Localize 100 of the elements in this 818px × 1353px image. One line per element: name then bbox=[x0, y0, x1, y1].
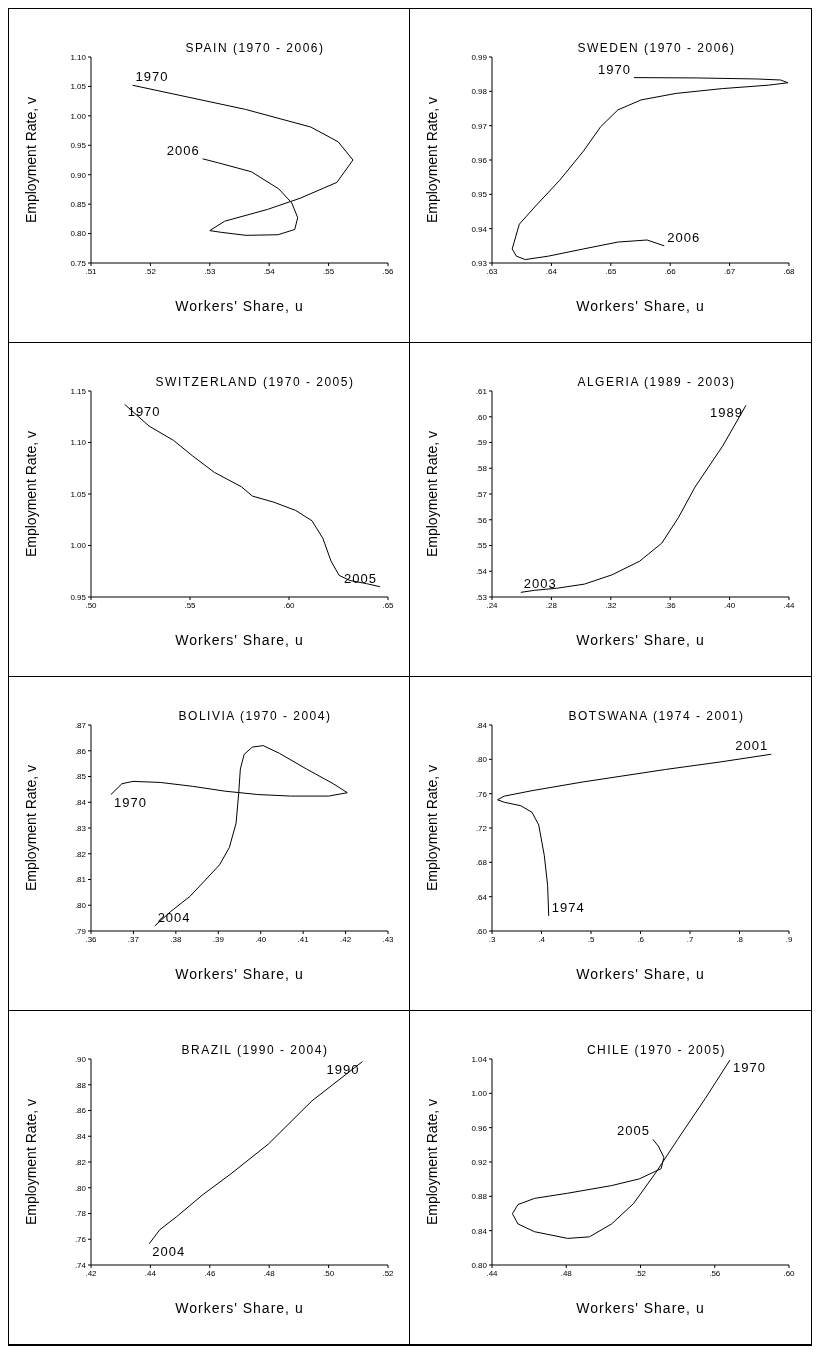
y-tick-label: .60 bbox=[475, 926, 488, 936]
y-axis-title: Employment Rate, v bbox=[423, 430, 440, 558]
x-tick-label: .38 bbox=[170, 934, 182, 944]
chart-title: SWITZERLAND (1970 - 2005) bbox=[154, 375, 356, 389]
y-tick-label: .84 bbox=[475, 720, 488, 730]
y-tick-label: 1.00 bbox=[471, 1089, 488, 1099]
y-tick-label: 0.99 bbox=[471, 52, 488, 62]
y-tick-label: 1.15 bbox=[70, 386, 87, 396]
y-axis-title: Employment Rate, v bbox=[22, 1098, 39, 1226]
x-tick-label: .32 bbox=[605, 600, 617, 610]
x-tick-label: .41 bbox=[297, 934, 310, 944]
x-tick-label: .55 bbox=[323, 266, 335, 276]
y-tick-label: .56 bbox=[475, 515, 488, 525]
y-tick-label: 0.92 bbox=[471, 1157, 488, 1167]
chart-title: CHILE (1970 - 2005) bbox=[585, 1043, 728, 1057]
y-tick-label: .84 bbox=[74, 1132, 87, 1142]
y-tick-label: 0.96 bbox=[471, 1123, 488, 1133]
y-tick-label: .86 bbox=[74, 1106, 87, 1116]
y-tick-label: 1.10 bbox=[70, 438, 87, 448]
line-series bbox=[511, 1059, 731, 1239]
x-tick-label: .36 bbox=[85, 934, 98, 944]
y-axis-title: Employment Rate, v bbox=[22, 764, 39, 892]
y-tick-label: 0.93 bbox=[471, 258, 488, 268]
y-tick-label: 0.95 bbox=[471, 190, 488, 200]
x-tick-label: .28 bbox=[545, 600, 558, 610]
y-tick-label: .87 bbox=[74, 720, 87, 730]
y-tick-label: .61 bbox=[475, 386, 488, 396]
y-tick-label: .85 bbox=[74, 772, 87, 782]
y-tick-label: .53 bbox=[475, 592, 488, 602]
x-tick-label: .43 bbox=[382, 934, 395, 944]
x-tick-label: .36 bbox=[664, 600, 677, 610]
annotation: 1970 bbox=[598, 61, 631, 77]
annotation: 2003 bbox=[523, 576, 557, 592]
y-tick-label: .54 bbox=[475, 567, 488, 577]
x-tick-label: .51 bbox=[85, 266, 98, 276]
line-series bbox=[511, 77, 789, 261]
x-axis-title: Workers' Share, u bbox=[576, 632, 705, 648]
chart-title: SWEDEN (1970 - 2006) bbox=[576, 41, 737, 55]
y-tick-label: .82 bbox=[74, 1157, 87, 1167]
x-tick-label: .40 bbox=[724, 600, 736, 610]
x-tick-label: .66 bbox=[664, 266, 677, 276]
y-tick-label: .74 bbox=[74, 1260, 87, 1270]
y-tick-label: .80 bbox=[74, 1183, 87, 1193]
x-tick-label: .63 bbox=[486, 266, 499, 276]
y-axis-title: Employment Rate, v bbox=[423, 764, 440, 892]
x-tick-label: .42 bbox=[85, 1268, 98, 1278]
x-tick-label: .50 bbox=[323, 1268, 335, 1278]
x-tick-label: .56 bbox=[709, 1268, 721, 1278]
x-axis-title: Workers' Share, u bbox=[175, 966, 304, 982]
y-tick-label: 1.05 bbox=[70, 489, 87, 499]
x-tick-label: .44 bbox=[783, 600, 796, 610]
line-series bbox=[110, 745, 348, 927]
x-tick-label: .65 bbox=[605, 266, 617, 276]
x-tick-label: .42 bbox=[340, 934, 352, 944]
x-tick-label: .68 bbox=[783, 266, 796, 276]
x-axis-title: Workers' Share, u bbox=[576, 1300, 705, 1316]
y-tick-label: 0.94 bbox=[471, 224, 488, 234]
y-tick-label: 0.80 bbox=[70, 229, 87, 239]
line-series bbox=[497, 753, 772, 917]
annotation: 2006 bbox=[667, 229, 701, 245]
x-tick-label: .39 bbox=[212, 934, 225, 944]
x-tick-label: .44 bbox=[486, 1268, 499, 1278]
y-tick-label: .88 bbox=[74, 1080, 87, 1090]
annotation: 2005 bbox=[343, 570, 377, 586]
annotation: 2004 bbox=[152, 1243, 186, 1259]
x-tick-label: .8 bbox=[736, 934, 744, 944]
chart-title: SPAIN (1970 - 2006) bbox=[184, 41, 326, 55]
x-tick-label: .50 bbox=[85, 600, 98, 610]
x-tick-label: .37 bbox=[127, 934, 140, 944]
y-axis-title: Employment Rate, v bbox=[22, 430, 39, 558]
y-tick-label: .68 bbox=[475, 858, 488, 868]
y-tick-label: 0.88 bbox=[471, 1192, 488, 1202]
y-tick-label: .55 bbox=[475, 541, 488, 551]
y-tick-label: 0.84 bbox=[471, 1226, 488, 1236]
chart-title: ALGERIA (1989 - 2003) bbox=[576, 375, 737, 389]
x-axis-title: Workers' Share, u bbox=[175, 298, 304, 314]
x-tick-label: .4 bbox=[538, 934, 546, 944]
y-axis-title: Employment Rate, v bbox=[423, 96, 440, 224]
x-tick-label: .44 bbox=[144, 1268, 157, 1278]
x-tick-label: .52 bbox=[382, 1268, 395, 1278]
y-tick-label: 0.75 bbox=[70, 258, 87, 268]
y-tick-label: .86 bbox=[74, 746, 87, 756]
x-tick-label: .6 bbox=[637, 934, 645, 944]
y-tick-label: 0.95 bbox=[70, 141, 87, 151]
line-series bbox=[148, 1061, 363, 1245]
annotation: 1974 bbox=[551, 899, 585, 915]
y-tick-label: .64 bbox=[475, 892, 488, 902]
chart-title: BOLIVIA (1970 - 2004) bbox=[177, 709, 333, 723]
x-tick-label: .52 bbox=[634, 1268, 647, 1278]
chart-title: BRAZIL (1990 - 2004) bbox=[180, 1043, 330, 1057]
y-tick-label: 1.10 bbox=[70, 52, 87, 62]
y-tick-label: 0.85 bbox=[70, 199, 87, 209]
x-tick-label: .3 bbox=[488, 934, 496, 944]
y-tick-label: .78 bbox=[74, 1209, 87, 1219]
y-tick-label: .59 bbox=[475, 438, 488, 448]
y-tick-label: 0.90 bbox=[70, 170, 87, 180]
y-tick-label: 1.04 bbox=[471, 1054, 488, 1064]
x-axis-title: Workers' Share, u bbox=[576, 298, 705, 314]
y-tick-label: .90 bbox=[74, 1054, 87, 1064]
y-tick-label: .76 bbox=[74, 1235, 87, 1245]
